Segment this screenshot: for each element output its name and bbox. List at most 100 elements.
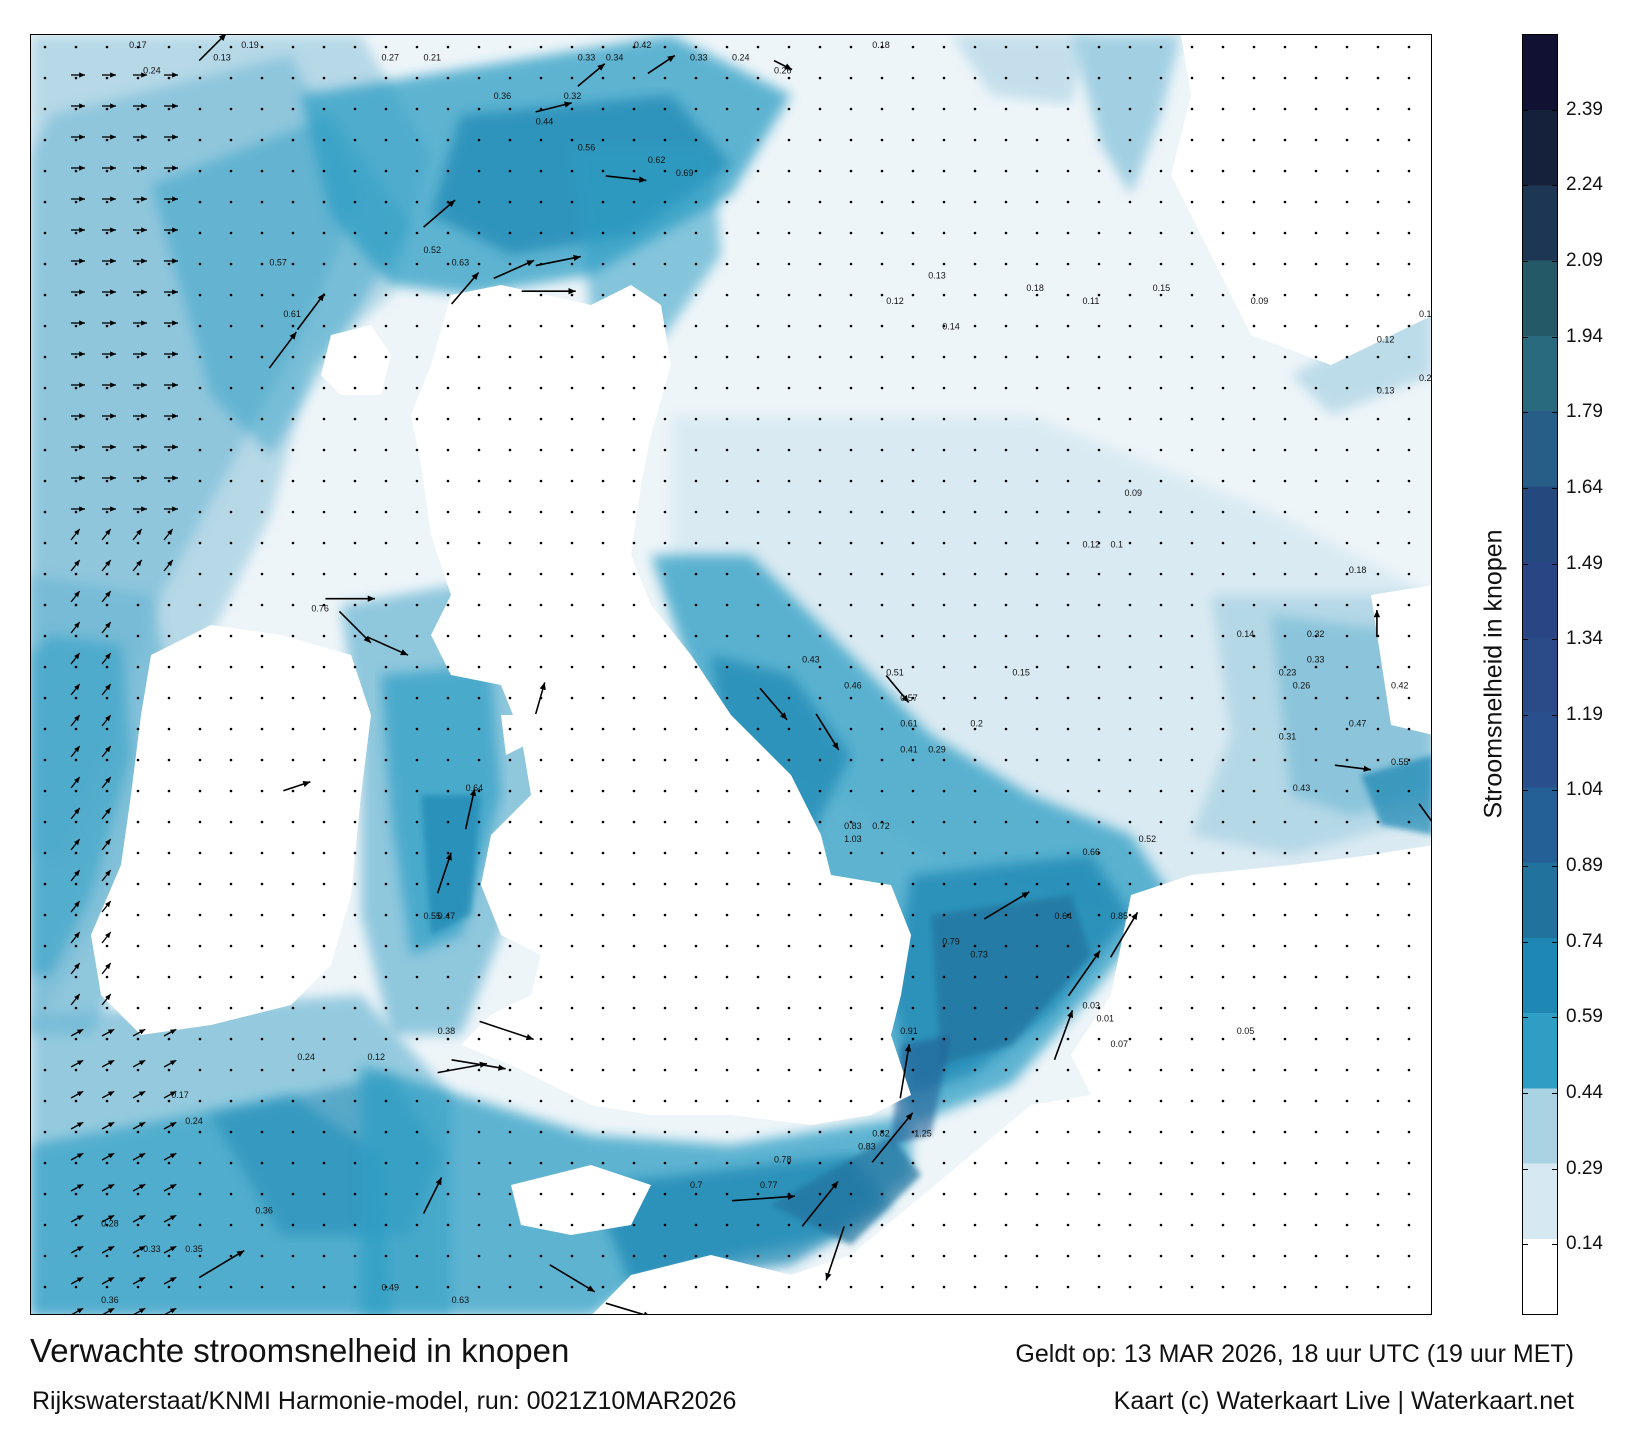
grid-dot (1283, 1161, 1287, 1165)
grid-dot (1407, 169, 1411, 173)
grid-dot (1345, 1161, 1349, 1165)
grid-dot (353, 200, 357, 204)
grid-dot (1066, 851, 1070, 855)
grid-dot (1035, 169, 1039, 173)
grid-dot (1407, 1161, 1411, 1165)
current-arrow (101, 745, 112, 758)
grid-dot (167, 510, 171, 514)
current-arrow (70, 1059, 84, 1068)
grid-dot (663, 293, 667, 297)
grid-dot (198, 417, 202, 421)
grid-dot (1004, 634, 1008, 638)
grid-dot (291, 789, 295, 793)
grid-dot (167, 727, 171, 731)
grid-dot (694, 975, 698, 979)
grid-dot (1190, 789, 1194, 793)
colorbar-tick-label: 2.39 (1566, 98, 1603, 120)
grid-dot (663, 262, 667, 266)
grid-dot (1314, 262, 1318, 266)
grid-dot (663, 572, 667, 576)
grid-dot (1283, 820, 1287, 824)
grid-dot (601, 1254, 605, 1258)
grid-dot (539, 1006, 543, 1010)
grid-dot (353, 262, 357, 266)
grid-dot (1314, 665, 1318, 669)
grid-dot (1283, 758, 1287, 762)
grid-dot (105, 975, 109, 979)
grid-dot (167, 1285, 171, 1289)
grid-dot (694, 913, 698, 917)
grid-dot (570, 1130, 574, 1134)
grid-dot (384, 293, 388, 297)
grid-dot (74, 138, 78, 142)
grid-dot (74, 1161, 78, 1165)
grid-dot (818, 634, 822, 638)
grid-dot (415, 634, 419, 638)
grid-dot (973, 975, 977, 979)
grid-dot (105, 882, 109, 886)
grid-dot (1035, 262, 1039, 266)
grid-dot (1128, 169, 1132, 173)
grid-dot (384, 1099, 388, 1103)
grid-dot (1314, 882, 1318, 886)
grid-dot (1190, 572, 1194, 576)
grid-dot (1345, 479, 1349, 483)
grid-dot (1376, 386, 1380, 390)
grid-dot (1190, 758, 1194, 762)
grid-dot (632, 851, 636, 855)
grid-dot (1097, 448, 1101, 452)
current-arrow (132, 1152, 146, 1161)
grid-dot (818, 169, 822, 173)
grid-dot (1128, 386, 1132, 390)
grid-dot (105, 510, 109, 514)
grid-dot (43, 1285, 47, 1289)
grid-dot (136, 789, 140, 793)
grid-dot (1190, 448, 1194, 452)
grid-dot (384, 448, 388, 452)
grid-dot (1159, 789, 1163, 793)
grid-dot (1283, 355, 1287, 359)
grid-dot (291, 541, 295, 545)
speed-label: 1.03 (844, 834, 862, 844)
grid-dot (322, 1223, 326, 1227)
grid-dot (694, 76, 698, 80)
grid-dot (880, 634, 884, 638)
grid-dot (1314, 603, 1318, 607)
grid-dot (787, 634, 791, 638)
grid-dot (1066, 293, 1070, 297)
grid-dot (415, 1006, 419, 1010)
grid-dot (446, 758, 450, 762)
grid-dot (1159, 975, 1163, 979)
grid-dot (136, 324, 140, 328)
grid-dot (1345, 913, 1349, 917)
grid-dot (1221, 107, 1225, 111)
grid-dot (291, 293, 295, 297)
grid-dot (1066, 1285, 1070, 1289)
grid-dot (1407, 727, 1411, 731)
grid-dot (1004, 975, 1008, 979)
grid-dot (1097, 1285, 1101, 1289)
grid-dot (1004, 789, 1008, 793)
grid-dot (1345, 727, 1349, 731)
grid-dot (384, 1285, 388, 1289)
colorbar-tick-mark (1552, 563, 1558, 565)
grid-dot (1376, 851, 1380, 855)
grid-dot (508, 572, 512, 576)
grid-dot (787, 107, 791, 111)
grid-dot (911, 200, 915, 204)
grid-dot (1035, 572, 1039, 576)
grid-dot (74, 45, 78, 49)
grid-dot (1128, 913, 1132, 917)
grid-dot (74, 1223, 78, 1227)
grid-dot (1035, 386, 1039, 390)
current-arrow (70, 931, 81, 944)
grid-dot (229, 417, 233, 421)
grid-dot (1159, 45, 1163, 49)
grid-dot (1035, 541, 1039, 545)
grid-dot (260, 1285, 264, 1289)
grid-dot (415, 1192, 419, 1196)
current-arrow (70, 1028, 84, 1037)
grid-dot (1035, 1192, 1039, 1196)
grid-dot (74, 76, 78, 80)
grid-dot (198, 975, 202, 979)
